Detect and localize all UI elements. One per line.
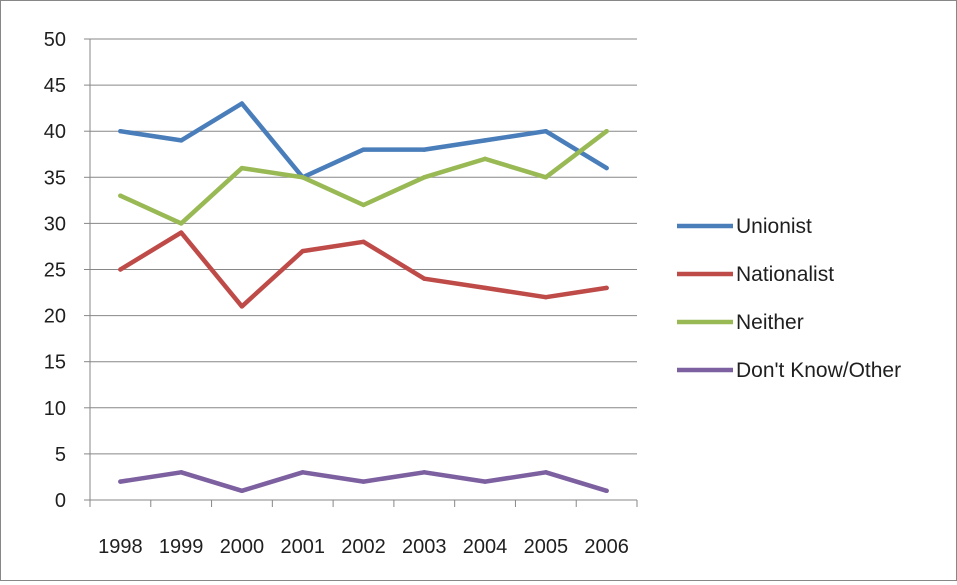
y-tick-label-15: 15 — [44, 352, 66, 374]
x-tick-label-2003: 2003 — [402, 536, 447, 558]
data-point-unionist-2005 — [543, 129, 549, 134]
data-point-neither-2003 — [422, 175, 427, 180]
data-point-don-t-know-other-2005 — [543, 470, 549, 475]
x-tick-label-1999: 1999 — [159, 536, 204, 558]
data-point-don-t-know-other-2004 — [482, 479, 488, 484]
data-point-don-t-know-other-2000 — [239, 488, 245, 493]
legend: Unionist Nationalist Neither Don't Know/Oth… — [677, 215, 901, 382]
axes — [84, 38, 638, 507]
y-tick-label-40: 40 — [44, 121, 66, 143]
data-point-don-t-know-other-2003 — [422, 470, 427, 475]
y-tick-label-0: 0 — [55, 490, 66, 512]
data-point-nationalist-2000 — [239, 304, 245, 309]
data-point-don-t-know-other-2006 — [604, 488, 609, 493]
x-tick-label-2005: 2005 — [524, 536, 569, 558]
x-tick-label-2000: 2000 — [220, 536, 265, 558]
legend-label-neither: Neither — [736, 311, 804, 334]
data-point-neither-2001 — [300, 175, 305, 180]
data-point-nationalist-2005 — [543, 294, 549, 300]
data-point-unionist-1999 — [178, 138, 184, 143]
data-point-unionist-2002 — [361, 147, 366, 152]
data-point-don-t-know-other-2002 — [361, 479, 366, 484]
data-point-neither-1999 — [178, 221, 184, 226]
x-tick-label-2004: 2004 — [463, 536, 508, 558]
y-tick-label-25: 25 — [44, 260, 66, 282]
x-tick-label-1998: 1998 — [98, 536, 143, 558]
data-point-nationalist-2002 — [361, 239, 366, 245]
data-point-don-t-know-other-1999 — [178, 470, 184, 475]
data-point-don-t-know-other-1998 — [118, 479, 123, 484]
legend-label-don-t-know-other: Don't Know/Other — [736, 359, 901, 382]
data-point-nationalist-2003 — [422, 276, 427, 281]
y-tick-labels: 0 5 10 15 20 25 30 35 40 45 50 — [44, 29, 66, 512]
data-point-neither-1998 — [118, 193, 123, 198]
data-point-nationalist-2001 — [300, 248, 305, 254]
y-tick-label-5: 5 — [55, 444, 66, 466]
data-point-unionist-1998 — [118, 129, 123, 134]
y-tick-label-35: 35 — [44, 167, 66, 189]
data-point-nationalist-1999 — [178, 230, 184, 235]
data-point-neither-2002 — [361, 202, 366, 208]
data-point-neither-2000 — [239, 165, 245, 171]
series-line-unionist — [118, 101, 609, 180]
data-point-unionist-2000 — [239, 101, 245, 106]
data-point-unionist-2004 — [482, 138, 488, 143]
series-lines — [118, 101, 609, 494]
legend-label-nationalist: Nationalist — [736, 263, 834, 286]
legend-label-unionist: Unionist — [736, 215, 812, 238]
data-point-neither-2005 — [543, 175, 549, 180]
data-point-nationalist-2006 — [604, 285, 609, 291]
x-tick-labels: 1998 1999 2000 2001 2002 2003 2004 2005 2006 — [98, 536, 629, 558]
data-point-unionist-2006 — [604, 165, 609, 171]
gridlines — [90, 38, 637, 455]
x-tick-label-2001: 2001 — [280, 536, 325, 558]
x-tick-label-2006: 2006 — [584, 536, 629, 558]
y-tick-label-45: 45 — [44, 75, 66, 97]
data-point-neither-2004 — [482, 156, 488, 162]
data-point-don-t-know-other-2001 — [300, 470, 305, 475]
y-tick-label-30: 30 — [44, 213, 66, 235]
y-tick-label-10: 10 — [44, 398, 66, 420]
data-point-nationalist-2004 — [482, 285, 488, 291]
data-point-unionist-2003 — [422, 147, 427, 152]
data-point-neither-2006 — [604, 129, 609, 134]
y-tick-label-50: 50 — [44, 29, 66, 51]
data-point-nationalist-1998 — [118, 267, 123, 272]
y-tick-label-20: 20 — [44, 306, 66, 328]
x-tick-label-2002: 2002 — [341, 536, 386, 558]
